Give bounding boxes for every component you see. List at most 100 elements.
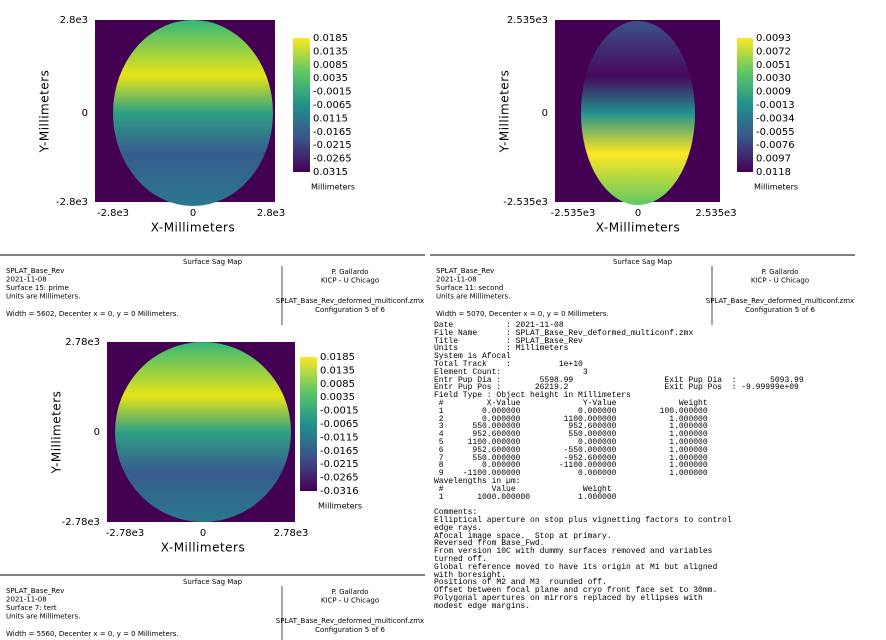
info-line: SPLAT_Base_Rev (6, 267, 64, 275)
info-width: Width = 5560, Decenter x = 0, y = 0 Mill… (6, 630, 179, 638)
colorbar-label: 0.0118 (756, 167, 791, 178)
info-line: SPLAT_Base_Rev (6, 587, 64, 595)
y-tick-label: -2.8e3 (56, 197, 88, 208)
colorbar-label: -0.0115 (320, 432, 359, 443)
x-tick-label: -2.78e3 (106, 528, 144, 539)
colorbar-label: 0.0135 (313, 46, 348, 57)
colorbar-label: 0.0051 (756, 60, 791, 71)
y-tick-label: 0 (82, 108, 88, 119)
sag-map (581, 21, 695, 205)
colorbar-label: -0.0316 (320, 486, 359, 497)
x-tick-label: 2.8e3 (257, 208, 285, 219)
report-line: From version 10C with dummy surfaces rem… (434, 547, 713, 557)
report-line: 5 1100.000000 0.000000 1.000000 (434, 437, 708, 447)
colorbar-label: 0.0093 (756, 33, 791, 44)
report-line: Units : Millimeters (434, 344, 569, 354)
colorbar-label: 0.0115 (313, 113, 348, 124)
report-line: Reversed from Base_Fwd. (434, 539, 545, 549)
colorbar (300, 357, 317, 491)
colorbar-label: 0.0085 (313, 60, 348, 71)
info-file: SPLAT_Base_Rev_deformed_multiconf.zmx (276, 617, 424, 625)
colorbar-label: 0.0009 (756, 87, 791, 98)
colorbar (293, 38, 310, 172)
info-line: Surface 15: prime (6, 284, 69, 292)
colorbar-label: -0.0076 (756, 140, 795, 151)
report-line: # Value Weight (434, 484, 612, 494)
y-axis-label: Y-Millimeters (38, 70, 52, 154)
info-config: Configuration 5 of 6 (315, 626, 385, 634)
report-line: Polygonal apertures on mirrors replaced … (434, 593, 703, 603)
colorbar-label: -0.0265 (320, 473, 359, 484)
x-tick-label: 2.78e3 (274, 528, 309, 539)
colorbar-label: 0.0315 (313, 167, 348, 178)
report-line: Entr Pup Pos : 26219.2 Exit Pup Pos : -9… (434, 383, 799, 393)
report-line: 3 550.000000 952.600000 1.000000 (434, 422, 708, 432)
y-tick-label: -2.78e3 (62, 517, 100, 528)
info-author: KICP - U Chicago (321, 277, 379, 285)
report-line: 1 0.000000 0.000000 100.000000 (434, 406, 708, 416)
report-line: modest edge margins. (434, 601, 531, 611)
colorbar (737, 38, 753, 172)
info-author: P. Gallardo (332, 588, 369, 596)
report-line: 1 1000.000000 1.000000 (434, 492, 617, 502)
info-line: 2021-11-08 (436, 276, 477, 284)
report-line: # X-Value Y-Value Weight (434, 398, 708, 408)
info-file: SPLAT_Base_Rev_deformed_multiconf.zmx (706, 297, 854, 305)
colorbar-label: -0.0065 (313, 100, 352, 111)
y-tick-label: 2.8e3 (60, 15, 88, 26)
x-axis-label: X-Millimeters (596, 221, 681, 235)
colorbar-label: 0.0135 (320, 365, 355, 376)
report-line: Offset between focal plane and cryo fron… (434, 586, 718, 596)
report-line: Date : 2021-11-08 (434, 321, 564, 330)
report-line: Positions of M2 and M3 rounded off. (434, 578, 607, 588)
info-heading: Surface Sag Map (183, 258, 243, 266)
info-line: Surface 11: second (436, 284, 503, 292)
info-line: SPLAT_Base_Rev (436, 267, 494, 275)
report-line: System is Afocal (434, 352, 511, 362)
colorbar-label: 0.0085 (320, 379, 355, 390)
x-axis-label: X-Millimeters (151, 221, 236, 235)
report-line: Comments: (434, 508, 478, 518)
report-line: 4 952.600000 550.000000 1.000000 (434, 430, 708, 440)
report-line: with boresight. (434, 570, 507, 580)
sag-map (113, 20, 273, 206)
colorbar-label: -0.0013 (756, 100, 795, 111)
report: Date : 2021-11-08 File Name : SPLAT_Base_… (434, 322, 804, 610)
info-author: KICP - U Chicago (321, 597, 379, 605)
info-width: Width = 5070, Decenter x = 0, y = 0 Mill… (436, 310, 609, 318)
x-tick-label: 0 (200, 528, 206, 539)
info-author: P. Gallardo (332, 268, 369, 276)
colorbar-label: -0.0215 (313, 140, 352, 151)
y-tick-label: 0 (94, 427, 100, 438)
report-line: Title : SPLAT_Base_Rev (434, 336, 583, 346)
colorbar-label: 0.0185 (320, 352, 355, 363)
colorbar-label: 0.0035 (320, 392, 355, 403)
report-line: 7 550.000000 -952.600000 1.000000 (434, 453, 708, 463)
y-tick-label: 2.78e3 (65, 337, 100, 348)
x-tick-label: -2.8e3 (97, 208, 129, 219)
colorbar-label: 0.0185 (313, 33, 348, 44)
colorbar-label: -0.0215 (320, 459, 359, 470)
x-tick-label: 2.535e3 (695, 208, 736, 219)
report-line: Afocal image space. Stop at primary. (434, 531, 612, 541)
info-line: Units are Millimeters. (6, 613, 80, 621)
colorbar-label: -0.0034 (756, 113, 795, 124)
colorbar-label: -0.0265 (313, 154, 352, 165)
colorbar-label: -0.0015 (320, 406, 359, 417)
colorbar-unit: Millimeters (754, 183, 798, 192)
x-tick-label: 0 (190, 208, 196, 219)
x-axis-label: X-Millimeters (161, 541, 246, 555)
sag-map (115, 342, 291, 522)
colorbar-label: -0.0165 (320, 446, 359, 457)
colorbar-label: 0.0072 (756, 46, 791, 57)
report-line: Wavelengths in µm: (434, 476, 521, 486)
info-author: P. Gallardo (762, 268, 799, 276)
report-line: Entr Pup Dia : 5598.99 Exit Pup Dia : 50… (434, 375, 804, 385)
y-tick-label: -2.535e3 (503, 197, 548, 208)
colorbar-label: 0.0097 (756, 154, 791, 165)
colorbar-label: 0.0035 (313, 73, 348, 84)
info-config: Configuration 5 of 6 (745, 306, 815, 314)
info-file: SPLAT_Base_Rev_deformed_multiconf.zmx (276, 297, 424, 305)
colorbar-unit: Millimeters (311, 183, 355, 192)
